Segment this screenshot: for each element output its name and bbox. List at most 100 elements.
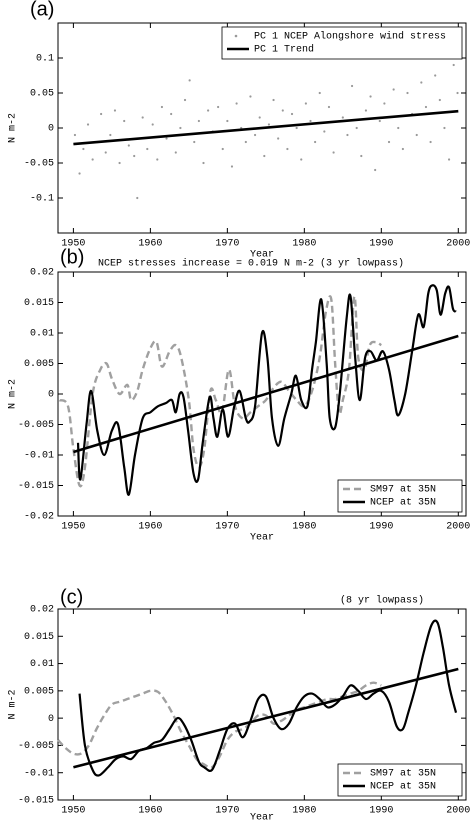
panel: (b) NCEP stresses increase = 0.019 N m-2 … (8, 246, 471, 543)
series-line (57, 681, 382, 769)
data-point (113, 109, 117, 112)
data-point (123, 119, 126, 123)
y-axis-label: N m-2 (8, 689, 19, 719)
data-point (183, 98, 187, 102)
data-point (374, 168, 377, 172)
data-point (434, 74, 437, 77)
panel-label: (a) (30, 0, 54, 20)
series-line (58, 295, 382, 488)
data-point (378, 119, 381, 123)
legend-label: SM97 at 35N (370, 769, 436, 780)
data-point (207, 109, 210, 112)
data-point (133, 154, 136, 158)
x-tick-label: 1970 (215, 239, 239, 250)
y-tick-label: -0.005 (18, 420, 54, 431)
y-tick-label: -0.01 (24, 451, 54, 462)
legend-marker (234, 34, 238, 38)
data-point (443, 126, 446, 130)
data-point (318, 91, 321, 95)
data-point (235, 102, 238, 105)
data-point (217, 105, 220, 109)
data-point (364, 109, 368, 112)
data-point (267, 123, 271, 126)
x-tick-label: 1960 (138, 806, 162, 817)
data-point (286, 147, 289, 151)
data-point (456, 91, 459, 95)
y-tick-label: 0.005 (24, 686, 54, 697)
legend-label: PC 1 NCEP Alongshore wind stress (254, 31, 446, 43)
data-point (170, 112, 173, 116)
data-point (420, 81, 423, 84)
data-point (401, 147, 404, 151)
data-point (438, 98, 441, 102)
y-tick-label: 0 (48, 390, 54, 401)
data-point (127, 144, 130, 147)
legend-box (337, 763, 463, 797)
y-tick-label: 0.02 (30, 268, 54, 279)
data-point (118, 161, 121, 165)
data-point (452, 63, 455, 67)
x-tick-label: 1960 (138, 522, 162, 533)
data-point (197, 119, 200, 123)
x-tick-label: 2000 (446, 806, 470, 817)
x-axis-label: Year (250, 250, 274, 261)
panel-title: (8 yr lowpass) (340, 595, 424, 607)
panel-title: NCEP stresses increase = 0.019 N m-2 (3 … (98, 258, 404, 270)
panel-label: (c) (60, 586, 83, 608)
data-point (300, 158, 303, 161)
legend-label: NCEP at 35N (370, 498, 436, 509)
data-point (91, 158, 94, 161)
data-point (323, 130, 326, 133)
data-point (447, 158, 451, 161)
y-tick-label: 0.01 (30, 659, 54, 670)
data-point (174, 151, 177, 154)
y-tick-label: -0.1 (30, 194, 54, 205)
y-tick-label: -0.01 (24, 768, 54, 779)
x-axis-label: Year (250, 533, 274, 544)
data-point (415, 133, 418, 137)
series-line (73, 334, 459, 454)
legend-box (221, 26, 463, 60)
y-tick-label: 0.015 (24, 632, 54, 643)
y-axis-label: N m-2 (8, 113, 19, 143)
x-tick-label: 1980 (292, 522, 316, 533)
data-point (397, 126, 400, 130)
panel-label: (b) (60, 246, 84, 268)
data-point (73, 133, 77, 137)
x-tick-label: 1980 (292, 806, 316, 817)
data-point (249, 95, 252, 98)
data-point (350, 84, 354, 88)
data-point (387, 140, 391, 144)
panel: (a) 1950 1960 1970 1980 1990 2000 -0.1 -0.05 0 0.0… (8, 0, 471, 261)
data-point (109, 133, 112, 137)
data-point (369, 95, 372, 98)
data-point (253, 133, 257, 137)
data-point (156, 158, 159, 161)
data-point (272, 98, 275, 102)
x-tick-label: 1970 (215, 806, 239, 817)
data-point (277, 137, 280, 140)
data-point (151, 123, 154, 126)
series-line (76, 284, 457, 496)
data-point (226, 119, 229, 123)
x-tick-label: 1970 (215, 522, 239, 533)
y-tick-label: -0.015 (18, 481, 54, 492)
series-line (73, 109, 459, 146)
data-point (309, 119, 312, 123)
data-point (327, 105, 331, 109)
y-tick-label: -0.02 (24, 512, 54, 523)
data-point (165, 137, 168, 140)
data-point (341, 116, 344, 119)
data-point (429, 140, 432, 144)
legend-label: NCEP at 35N (370, 782, 436, 793)
x-tick-label: 1990 (369, 522, 393, 533)
data-point (193, 140, 196, 144)
data-point (392, 88, 395, 91)
x-tick-label: 1980 (292, 239, 316, 250)
x-tick-label: 1990 (369, 239, 393, 250)
data-point (179, 126, 182, 130)
legend-box (337, 479, 463, 513)
y-tick-label: 0.1 (36, 54, 54, 65)
y-axis-label: N m-2 (8, 379, 19, 409)
